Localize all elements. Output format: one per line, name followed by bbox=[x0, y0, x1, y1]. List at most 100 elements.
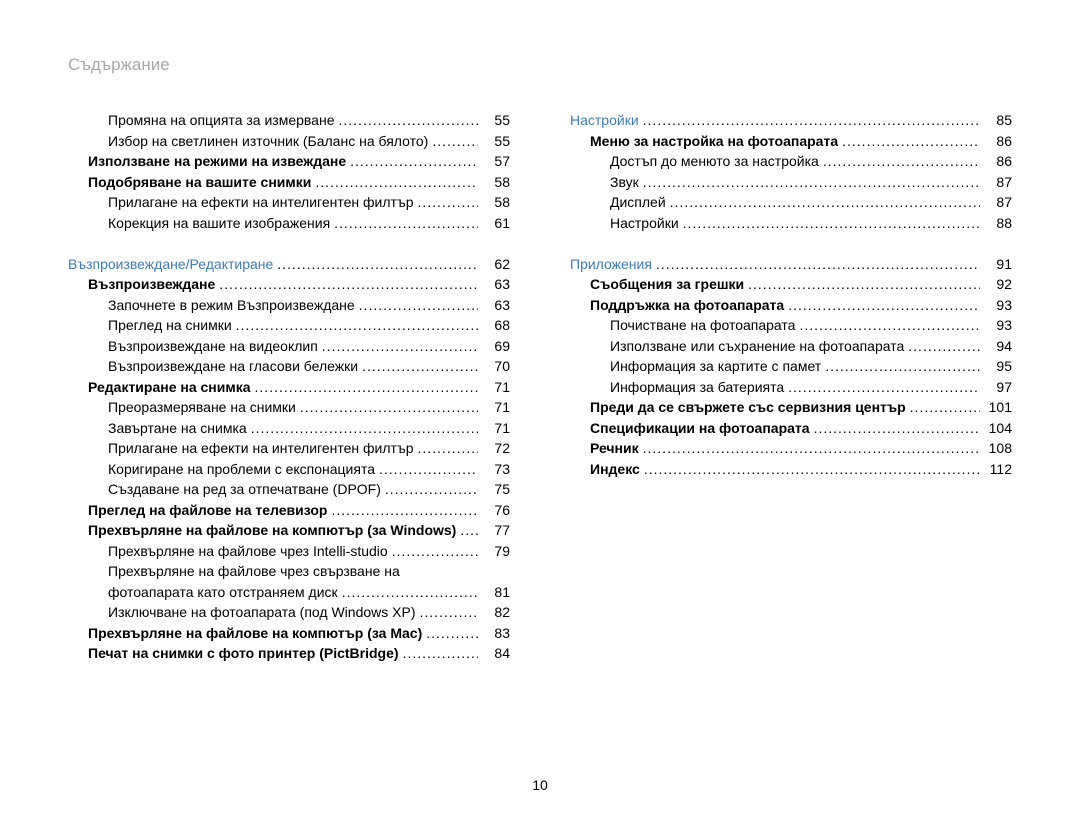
toc-leader-dots: ........................................… bbox=[748, 274, 980, 295]
toc-row[interactable]: Корекция на вашите изображения..........… bbox=[68, 213, 510, 234]
toc-label: Съобщения за грешки bbox=[590, 274, 744, 295]
toc-row[interactable]: Преоразмеряване на снимки...............… bbox=[68, 397, 510, 418]
toc-page: 91 bbox=[984, 254, 1012, 275]
toc-page: 101 bbox=[984, 397, 1012, 418]
toc-row[interactable]: Прилагане на ефекти на интелигентен филт… bbox=[68, 438, 510, 459]
toc-leader-dots: ........................................… bbox=[350, 151, 478, 172]
toc-row[interactable]: Спецификации на фотоапарата.............… bbox=[570, 418, 1012, 439]
toc-row[interactable]: Настройки...............................… bbox=[570, 213, 1012, 234]
toc-page: 93 bbox=[984, 315, 1012, 336]
toc-leader-dots: ........................................… bbox=[823, 151, 980, 172]
toc-row[interactable]: Меню за настройка на фотоапарата........… bbox=[570, 131, 1012, 152]
toc-spacer bbox=[68, 233, 510, 254]
toc-leader-dots: ........................................… bbox=[315, 172, 478, 193]
toc-row[interactable]: Речник..................................… bbox=[570, 438, 1012, 459]
toc-page: 63 bbox=[482, 295, 510, 316]
toc-row[interactable]: фотоапарата като отстраняем диск........… bbox=[68, 582, 510, 603]
toc-leader-dots: ........................................… bbox=[643, 110, 980, 131]
toc-row[interactable]: Съобщения за грешки.....................… bbox=[570, 274, 1012, 295]
toc-row[interactable]: Избор на светлинен източник (Баланс на б… bbox=[68, 131, 510, 152]
toc-leader-dots: ........................................… bbox=[420, 602, 479, 623]
toc-page: 62 bbox=[482, 254, 510, 275]
toc-label: фотоапарата като отстраняем диск bbox=[108, 582, 338, 603]
toc-label: Промяна на опцията за измерване bbox=[108, 110, 335, 131]
toc-row[interactable]: Информация за картите с памет...........… bbox=[570, 356, 1012, 377]
toc-row[interactable]: Подобряване на вашите снимки............… bbox=[68, 172, 510, 193]
toc-leader-dots: ........................................… bbox=[385, 479, 478, 500]
toc-leader-dots: ........................................… bbox=[236, 315, 478, 336]
toc-page: 84 bbox=[482, 643, 510, 664]
toc-leader-dots: ........................................… bbox=[392, 541, 478, 562]
toc-row[interactable]: Създаване на ред за отпечатване (DPOF)..… bbox=[68, 479, 510, 500]
toc-row[interactable]: Приложения..............................… bbox=[570, 254, 1012, 275]
toc-page: 104 bbox=[984, 418, 1012, 439]
toc-page: 88 bbox=[984, 213, 1012, 234]
toc-row[interactable]: Поддръжка на фотоапарата................… bbox=[570, 295, 1012, 316]
toc-leader-dots: ........................................… bbox=[910, 397, 980, 418]
toc-label: Използване на режими на извеждане bbox=[88, 151, 346, 172]
toc-row[interactable]: Промяна на опцията за измерване.........… bbox=[68, 110, 510, 131]
toc-row[interactable]: Коригиране на проблеми с експонацията...… bbox=[68, 459, 510, 480]
toc-row[interactable]: Достъп до менюто за настройка...........… bbox=[570, 151, 1012, 172]
toc-leader-dots: ........................................… bbox=[322, 336, 478, 357]
toc-row[interactable]: Индекс..................................… bbox=[570, 459, 1012, 480]
toc-row[interactable]: Информация за батерията.................… bbox=[570, 377, 1012, 398]
toc-leader-dots: ........................................… bbox=[799, 315, 980, 336]
toc-row[interactable]: Завъртане на снимка.....................… bbox=[68, 418, 510, 439]
toc-leader-dots: ........................................… bbox=[362, 356, 478, 377]
toc-row[interactable]: Изключване на фотоапарата (под Windows X… bbox=[68, 602, 510, 623]
toc-page: 81 bbox=[482, 582, 510, 603]
toc-row[interactable]: Прилагане на ефекти на интелигентен филт… bbox=[68, 192, 510, 213]
toc-row[interactable]: Прехвърляне на файлове на компютър (за M… bbox=[68, 623, 510, 644]
toc-label: Звук bbox=[610, 172, 639, 193]
toc-label: Преди да се свържете със сервизния центъ… bbox=[590, 397, 906, 418]
toc-row[interactable]: Настройки...............................… bbox=[570, 110, 1012, 131]
toc-page: 73 bbox=[482, 459, 510, 480]
toc-row[interactable]: Редактиране на снимка...................… bbox=[68, 377, 510, 398]
toc-label: Прехвърляне на файлове на компютър (за W… bbox=[88, 520, 456, 541]
toc-row[interactable]: Прехвърляне на файлове на компютър (за W… bbox=[68, 520, 510, 541]
toc-label: Прилагане на ефекти на интелигентен филт… bbox=[108, 438, 413, 459]
toc-label: Прехвърляне на файлове на компютър (за M… bbox=[88, 623, 422, 644]
toc-row[interactable]: Прехвърляне на файлове чрез свързване на bbox=[68, 561, 510, 582]
toc-row[interactable]: Преглед на файлове на телевизор.........… bbox=[68, 500, 510, 521]
toc-label: Настройки bbox=[610, 213, 679, 234]
toc-label: Възпроизвеждане/Редактиране bbox=[68, 254, 273, 275]
toc-leader-dots: ........................................… bbox=[656, 254, 980, 275]
toc-row[interactable]: Възпроизвеждане/Редактиране.............… bbox=[68, 254, 510, 275]
toc-spacer bbox=[570, 233, 1012, 254]
toc-label: Преглед на файлове на телевизор bbox=[88, 500, 327, 521]
toc-page: 97 bbox=[984, 377, 1012, 398]
toc-page: 61 bbox=[482, 213, 510, 234]
toc-row[interactable]: Преглед на снимки.......................… bbox=[68, 315, 510, 336]
toc-columns: Промяна на опцията за измерване.........… bbox=[68, 110, 1012, 664]
toc-leader-dots: ........................................… bbox=[300, 397, 478, 418]
toc-row[interactable]: Преди да се свържете със сервизния центъ… bbox=[570, 397, 1012, 418]
toc-label: Изключване на фотоапарата (под Windows X… bbox=[108, 602, 416, 623]
toc-label: Редактиране на снимка bbox=[88, 377, 251, 398]
toc-row[interactable]: Печат на снимки с фото принтер (PictBrid… bbox=[68, 643, 510, 664]
toc-row[interactable]: Почистване на фотоапарата...............… bbox=[570, 315, 1012, 336]
toc-page: 86 bbox=[984, 151, 1012, 172]
toc-row[interactable]: Започнете в режим Възпроизвеждане.......… bbox=[68, 295, 510, 316]
toc-page: 87 bbox=[984, 192, 1012, 213]
toc-row[interactable]: Възпроизвеждане на видеоклип............… bbox=[68, 336, 510, 357]
toc-row[interactable]: Дисплей.................................… bbox=[570, 192, 1012, 213]
toc-label: Възпроизвеждане bbox=[88, 274, 215, 295]
toc-label: Спецификации на фотоапарата bbox=[590, 418, 810, 439]
toc-page: 70 bbox=[482, 356, 510, 377]
toc-page: 75 bbox=[482, 479, 510, 500]
toc-row[interactable]: Използване на режими на извеждане.......… bbox=[68, 151, 510, 172]
toc-row[interactable]: Възпроизвеждане на гласови бележки......… bbox=[68, 356, 510, 377]
toc-leader-dots: ........................................… bbox=[432, 131, 478, 152]
toc-label: Избор на светлинен източник (Баланс на б… bbox=[108, 131, 428, 152]
toc-column-left: Промяна на опцията за измерване.........… bbox=[68, 110, 510, 664]
toc-row[interactable]: Използване или съхранение на фотоапарата… bbox=[570, 336, 1012, 357]
toc-label: Достъп до менюто за настройка bbox=[610, 151, 819, 172]
toc-row[interactable]: Прехвърляне на файлове чрез Intelli-stud… bbox=[68, 541, 510, 562]
toc-label: Създаване на ред за отпечатване (DPOF) bbox=[108, 479, 381, 500]
toc-label: Индекс bbox=[590, 459, 640, 480]
toc-row[interactable]: Звук....................................… bbox=[570, 172, 1012, 193]
toc-label: Преоразмеряване на снимки bbox=[108, 397, 296, 418]
toc-row[interactable]: Възпроизвеждане.........................… bbox=[68, 274, 510, 295]
